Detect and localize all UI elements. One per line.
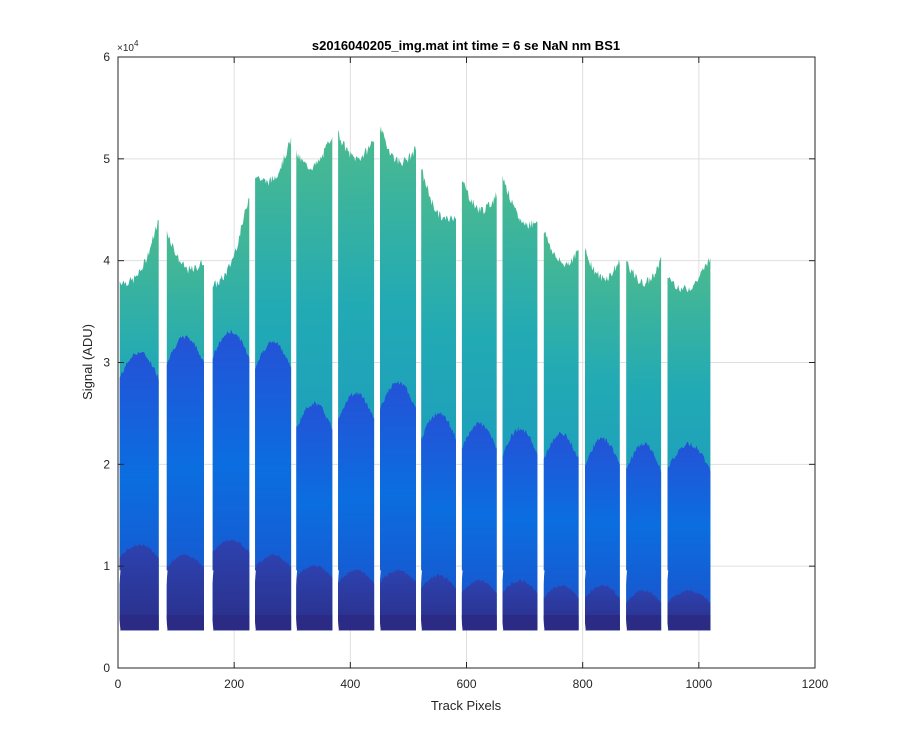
track-mid-region bbox=[421, 411, 456, 631]
x-tick-label: 1200 bbox=[802, 677, 829, 691]
track-mid-region bbox=[166, 335, 204, 631]
y-tick-label: 1 bbox=[103, 559, 110, 573]
track-edge bbox=[459, 570, 463, 631]
track-base-band bbox=[379, 615, 416, 631]
data-tracks bbox=[117, 126, 711, 631]
track-3 bbox=[210, 198, 250, 631]
track-1 bbox=[117, 220, 159, 631]
track-9 bbox=[459, 181, 497, 631]
track-base-band bbox=[119, 615, 159, 631]
track-base-band bbox=[584, 615, 620, 631]
track-10 bbox=[500, 175, 538, 631]
x-tick-label: 1000 bbox=[685, 677, 712, 691]
y-tick-label: 4 bbox=[103, 254, 110, 268]
track-low-region bbox=[380, 569, 416, 631]
track-14 bbox=[665, 257, 711, 631]
track-edge bbox=[164, 570, 168, 631]
track-base-band bbox=[543, 615, 579, 631]
track-12 bbox=[582, 248, 620, 631]
track-mid-region bbox=[461, 421, 497, 631]
track-base-band bbox=[626, 615, 662, 631]
x-axis-label: Track Pixels bbox=[431, 698, 502, 713]
track-base-band bbox=[421, 615, 457, 631]
track-mid-region bbox=[380, 380, 416, 631]
track-edge bbox=[252, 570, 256, 631]
track-mid-region bbox=[626, 442, 662, 631]
x-tick-label: 400 bbox=[340, 677, 360, 691]
track-low-region bbox=[119, 543, 159, 631]
track-base-band bbox=[502, 615, 538, 631]
track-mid-region bbox=[255, 340, 292, 631]
track-edge bbox=[582, 570, 586, 631]
track-edge bbox=[623, 570, 627, 631]
track-mid-region bbox=[585, 437, 620, 631]
x-tick-label: 200 bbox=[224, 677, 244, 691]
track-base-band bbox=[255, 615, 292, 631]
x-tick-label: 0 bbox=[115, 677, 122, 691]
track-base-band bbox=[461, 615, 497, 631]
y-tick-label: 5 bbox=[103, 152, 110, 166]
track-mid-region bbox=[502, 426, 538, 631]
track-edge bbox=[500, 570, 504, 631]
x-tick-label: 800 bbox=[573, 677, 593, 691]
y-exponent-base: ×10 bbox=[117, 43, 134, 54]
y-tick-label: 2 bbox=[103, 457, 110, 471]
track-base-band bbox=[338, 615, 375, 631]
track-edge bbox=[418, 570, 422, 631]
track-base-band bbox=[212, 615, 250, 631]
track-mid-region bbox=[543, 431, 579, 631]
y-tick-label: 0 bbox=[103, 661, 110, 675]
track-low-region bbox=[166, 553, 204, 631]
track-4 bbox=[252, 136, 292, 631]
track-13 bbox=[623, 256, 662, 631]
track-5 bbox=[294, 136, 333, 631]
track-base-band bbox=[296, 615, 333, 631]
track-mid-region bbox=[667, 441, 711, 631]
track-low-region bbox=[255, 553, 292, 631]
track-edge bbox=[377, 570, 381, 631]
track-7 bbox=[377, 126, 416, 631]
track-8 bbox=[418, 168, 457, 631]
y-tick-label: 3 bbox=[103, 356, 110, 370]
track-edge bbox=[335, 570, 339, 631]
track-edge bbox=[210, 570, 214, 631]
track-low-region bbox=[338, 569, 375, 631]
track-mid-region bbox=[338, 391, 375, 631]
y-exponent: ×10 4 bbox=[117, 39, 139, 54]
y-axis-label: Signal (ADU) bbox=[80, 324, 95, 400]
track-base-band bbox=[667, 615, 711, 631]
y-tick-label: 6 bbox=[103, 50, 110, 64]
track-11 bbox=[541, 231, 579, 631]
track-low-region bbox=[296, 564, 333, 631]
track-base-band bbox=[166, 615, 204, 631]
track-edge bbox=[541, 570, 545, 631]
y-exponent-power: 4 bbox=[134, 39, 139, 48]
chart-title: s2016040205_img.mat int time = 6 se NaN … bbox=[312, 38, 620, 53]
track-edge bbox=[665, 570, 669, 631]
track-2 bbox=[164, 230, 204, 631]
x-tick-label: 600 bbox=[456, 677, 476, 691]
track-edge bbox=[294, 570, 298, 631]
track-low-region bbox=[212, 538, 250, 631]
ticks: 0 200 400 600 800 1000 1200 0 1 2 3 4 5 6 bbox=[103, 50, 828, 691]
track-6 bbox=[335, 129, 375, 631]
